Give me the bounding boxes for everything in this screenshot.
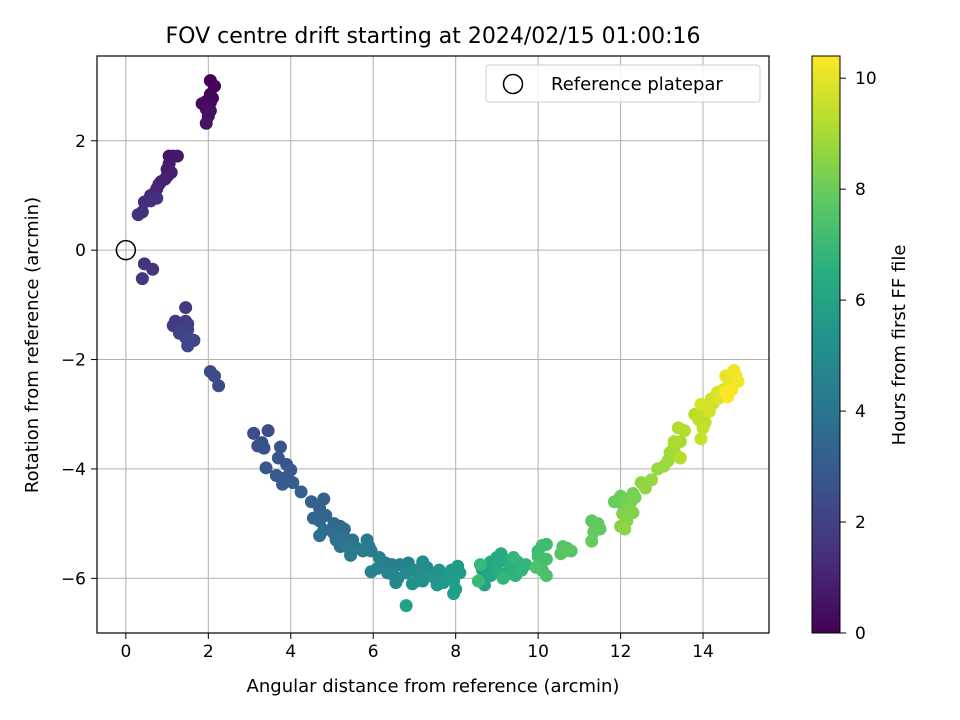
data-point [261,424,275,438]
data-point [628,490,642,504]
data-point [694,432,708,446]
data-point [399,599,413,613]
x-tick-label: 2 [203,642,214,662]
plot-frame [96,55,770,634]
x-tick-label: 14 [692,642,714,662]
data-point [506,551,520,565]
data-point [645,473,659,487]
colorbar-label: Hours from first FF file [889,245,910,446]
data-point [539,537,553,551]
data-point [135,272,149,286]
y-tick-label: −4 [61,460,86,480]
data-point [667,435,681,449]
colorbar-tick-label: 4 [855,402,866,422]
data-point [727,363,741,377]
x-tick-label: 8 [450,642,461,662]
data-point [364,565,378,579]
legend-label: Reference platepar [551,74,723,95]
legend: Reference platepar [485,64,761,103]
data-point [313,529,327,543]
data-point [276,477,290,491]
legend-box [485,64,761,103]
legend-marker-icon [502,73,524,95]
colorbar-tick-label: 10 [855,69,877,89]
y-tick-label: −2 [61,351,86,371]
data-point [473,558,487,572]
data-point [207,369,221,383]
colorbar-ticks: 0 2 4 6 8 10 [840,69,877,644]
data-point [694,397,708,411]
data-point [356,544,370,558]
data-point [294,485,308,499]
data-point [696,421,710,435]
y-tick-label: 2 [75,132,86,152]
x-tick-label: 6 [368,642,379,662]
data-point [405,577,419,591]
data-point [212,379,226,393]
data-point [257,441,271,455]
colorbar-tick-label: 0 [855,624,866,644]
data-point [259,461,273,475]
data-point [585,534,599,548]
data-point [539,552,553,566]
data-point [496,571,510,585]
x-tick-label: 10 [527,642,549,662]
data-point [179,301,193,315]
data-point [181,339,195,353]
data-points [131,74,745,613]
y-axis-label: Rotation from reference (arcmin) [22,197,43,493]
data-point [529,560,543,574]
x-axis-label: Angular distance from reference (arcmin) [247,676,620,697]
reference-marker [115,239,137,261]
data-point [558,544,572,558]
x-axis: 0 2 4 6 8 10 12 14 [120,633,714,662]
chart-title: FOV centre drift starting at 2024/02/15 … [166,24,701,49]
data-point [618,522,632,536]
data-point [519,558,533,572]
data-point [273,440,287,454]
colorbar-tick-label: 2 [855,513,866,533]
colorbar-tick-label: 6 [855,291,866,311]
data-point [471,574,485,588]
y-tick-label: −6 [61,569,86,589]
x-tick-label: 12 [610,642,632,662]
reference-marker-layer [115,239,137,261]
data-point [389,576,403,590]
data-point [447,587,461,601]
data-point [721,390,735,404]
data-point [247,426,261,440]
data-point [199,116,213,130]
data-point [673,451,687,465]
data-point [286,476,300,490]
data-point [170,149,184,163]
y-axis: −6 −4 −2 0 2 [61,132,97,589]
y-tick-label: 0 [75,241,86,261]
x-tick-label: 0 [120,642,131,662]
colorbar-tick-label: 8 [855,180,866,200]
data-point [539,569,553,583]
data-point [677,424,691,438]
data-point [131,208,145,222]
x-tick-label: 4 [285,642,296,662]
data-point [150,191,164,205]
data-point [344,548,358,562]
data-point [146,262,160,276]
colorbar [811,55,841,634]
